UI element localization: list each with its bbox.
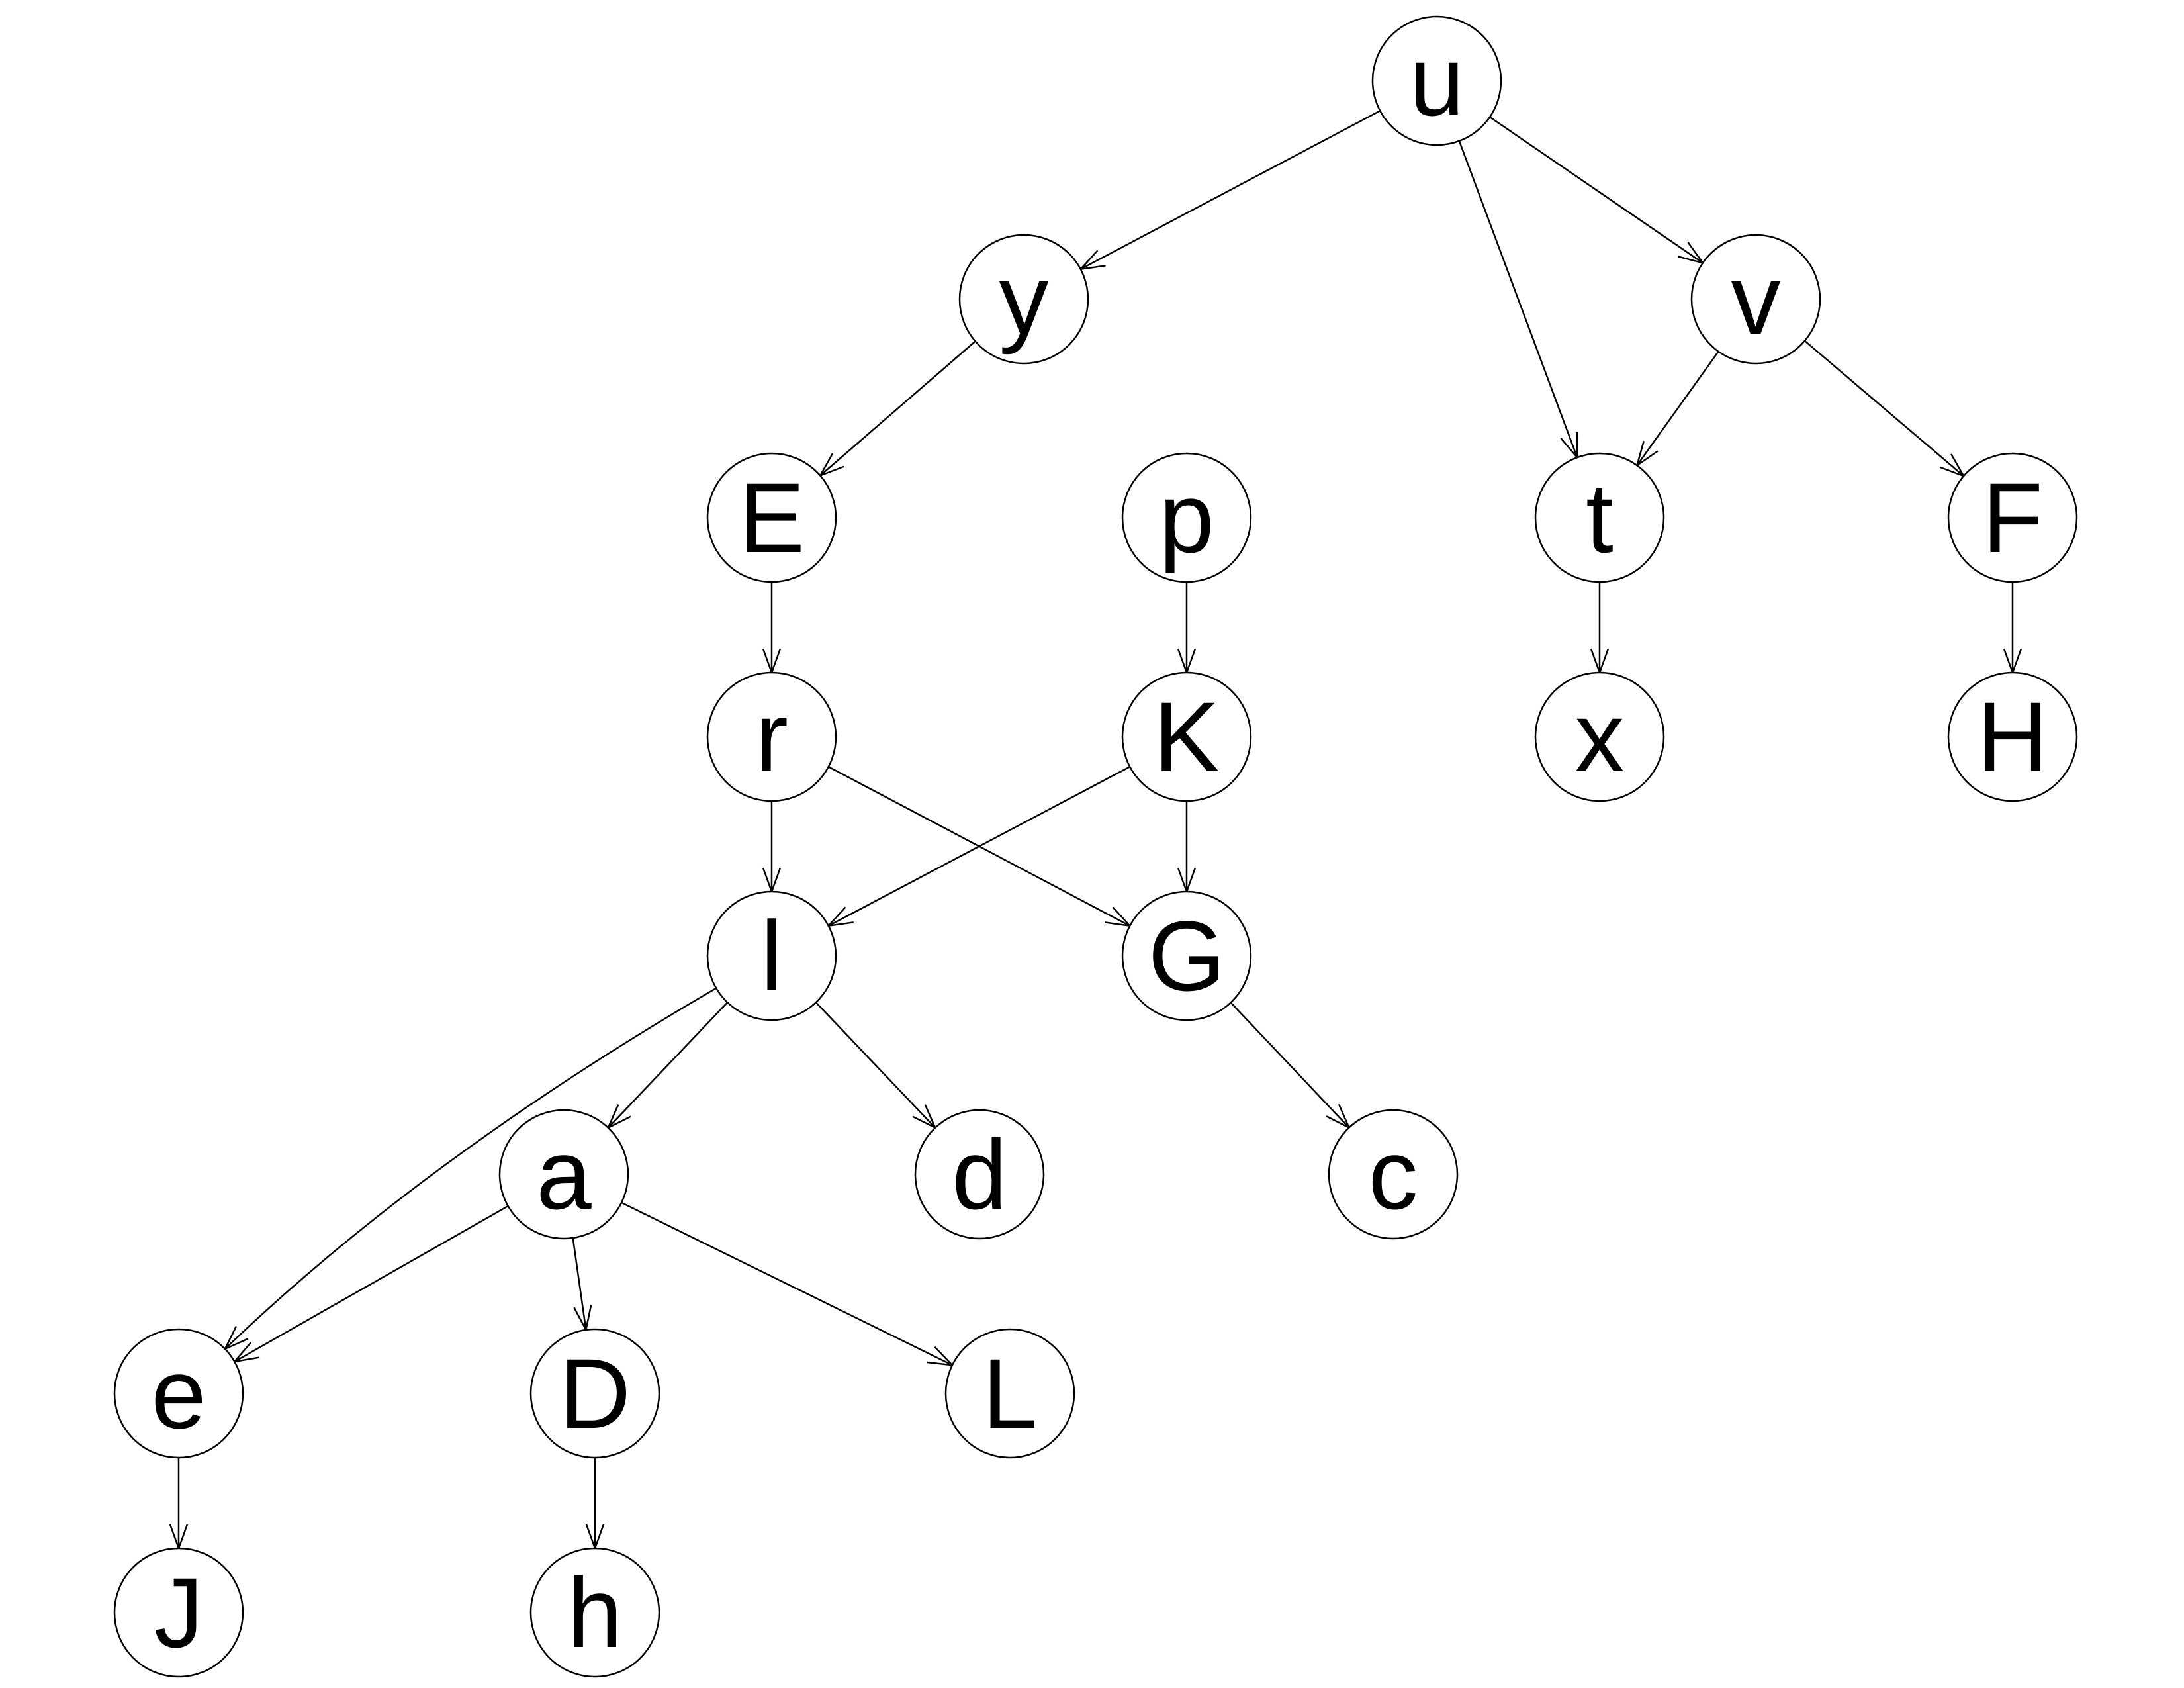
node-label: G xyxy=(1148,900,1226,1011)
edge-v-to-F xyxy=(1804,340,1964,476)
node-circle xyxy=(529,1328,660,1459)
edge-u-to-y xyxy=(1081,110,1381,269)
node-label: E xyxy=(739,462,805,573)
node-F: F xyxy=(1947,452,2078,583)
node-label: l xyxy=(760,900,782,1011)
edges-layer xyxy=(179,110,2013,1548)
node-circle xyxy=(1947,671,2078,802)
node-G: G xyxy=(1121,890,1252,1021)
node-label: h xyxy=(567,1557,622,1668)
node-u: u xyxy=(1371,15,1502,146)
node-y: y xyxy=(958,234,1089,365)
node-l: l xyxy=(706,890,837,1021)
node-circle xyxy=(1947,452,2078,583)
node-label: F xyxy=(1982,462,2043,573)
edge-a-to-D xyxy=(572,1237,586,1330)
node-label: t xyxy=(1586,462,1614,573)
node-e: e xyxy=(113,1328,244,1459)
node-circle xyxy=(706,890,837,1021)
node-circle xyxy=(944,1328,1075,1459)
node-J: J xyxy=(113,1547,244,1678)
node-t: t xyxy=(1534,452,1665,583)
node-label: r xyxy=(755,681,788,792)
node-label: d xyxy=(952,1119,1007,1230)
node-label: a xyxy=(536,1119,592,1230)
node-label: e xyxy=(151,1338,206,1449)
node-circle xyxy=(529,1547,660,1678)
node-E: E xyxy=(706,452,837,583)
node-label: p xyxy=(1159,462,1214,573)
node-circle xyxy=(914,1109,1045,1240)
edge-y-to-E xyxy=(820,340,976,476)
edge-v-to-t xyxy=(1637,351,1719,465)
node-H: H xyxy=(1947,671,2078,802)
node-label: K xyxy=(1154,681,1220,792)
node-label: x xyxy=(1575,681,1625,792)
node-x: x xyxy=(1534,671,1665,802)
node-K: K xyxy=(1121,671,1252,802)
node-circle xyxy=(1534,671,1665,802)
node-circle xyxy=(1121,890,1252,1021)
edge-K-to-l xyxy=(829,766,1130,925)
node-a: a xyxy=(498,1109,629,1240)
node-circle xyxy=(1121,671,1252,802)
edge-u-to-v xyxy=(1489,116,1703,263)
node-p: p xyxy=(1121,452,1252,583)
node-circle xyxy=(1121,452,1252,583)
node-label: J xyxy=(154,1557,204,1668)
node-label: H xyxy=(1977,681,2048,792)
node-r: r xyxy=(706,671,837,802)
edge-l-to-e xyxy=(225,987,717,1349)
node-circle xyxy=(958,234,1089,365)
node-circle xyxy=(706,671,837,802)
node-h: h xyxy=(529,1547,660,1678)
node-d: d xyxy=(914,1109,1045,1240)
node-label: y xyxy=(999,244,1049,355)
node-L: L xyxy=(944,1328,1075,1459)
node-D: D xyxy=(529,1328,660,1459)
node-circle xyxy=(113,1547,244,1678)
node-circle xyxy=(1534,452,1665,583)
node-label: D xyxy=(559,1338,631,1449)
node-label: c xyxy=(1369,1119,1418,1230)
node-circle xyxy=(113,1328,244,1459)
edge-G-to-c xyxy=(1230,1002,1349,1127)
node-circle xyxy=(1328,1109,1459,1240)
node-label: u xyxy=(1409,25,1464,136)
edge-l-to-d xyxy=(815,1002,935,1127)
node-label: L xyxy=(982,1338,1037,1449)
node-label: v xyxy=(1731,244,1781,355)
edge-u-to-t xyxy=(1458,140,1577,457)
node-circle xyxy=(706,452,837,583)
node-circle xyxy=(1690,234,1821,365)
node-circle xyxy=(1371,15,1502,146)
node-c: c xyxy=(1328,1109,1459,1240)
node-circle xyxy=(498,1109,629,1240)
edge-a-to-L xyxy=(621,1201,952,1365)
node-v: v xyxy=(1690,234,1821,365)
edge-l-to-a xyxy=(608,1002,729,1127)
edge-a-to-e xyxy=(234,1205,509,1362)
